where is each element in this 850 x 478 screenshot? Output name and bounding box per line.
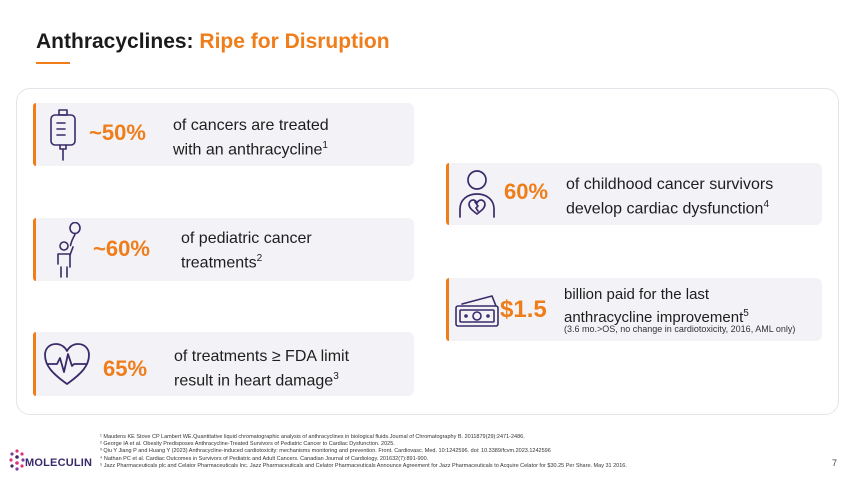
stat-text: of cancers are treated with an anthracyc… [173,117,329,159]
title-underline [36,62,70,64]
stat-value: ~60% [93,236,150,261]
stat-text: of pediatric cancer treatments2 [181,230,312,272]
page-number: 7 [832,458,838,468]
title-main: Anthracyclines: [36,30,194,53]
footnotes: ¹ Maudens KE Stove CP Lambert WE.Quantit… [100,434,627,470]
stat-card-billion: $1.5 billion paid for the last anthracyc… [446,278,822,341]
stat-text: of childhood cancer survivors develop ca… [566,176,774,218]
card-accent-bar [446,278,449,341]
stat-note: (3.6 mo.>OS, no change in cardiotoxicity… [564,324,796,334]
stat-card-survivors: 60% of childhood cancer survivors develo… [446,163,822,225]
stat-text: billion paid for the last anthracycline … [564,286,749,326]
person-heart-icon [459,170,495,218]
child-balloon-icon [57,222,81,278]
iv-bag-icon [50,109,76,161]
footnote: ³ Qiu Y Jiang P and Huang Y (2023) Anthr… [100,448,551,455]
stat-card-heart-damage: 65% of treatments ≥ FDA limit result in … [33,332,414,396]
title-accent: Ripe for Disruption [199,30,390,53]
footnote: ⁴ Nathan PC et al. Cardiac Outcomes in S… [100,455,429,462]
stat-value: $1.5 [500,296,547,323]
moleculin-logo-icon [9,449,25,471]
footnote: ⁵ Jazz Pharmaceuticals plc and Celator P… [100,462,627,469]
footnote: ¹ Maudens KE Stove CP Lambert WE.Quantit… [100,434,525,440]
footnote: ² George IA et al. Obesity Predisposes A… [100,441,395,448]
logo-text: MOLECULIN [25,457,93,469]
stat-text: of treatments ≥ FDA limit result in hear… [174,348,350,390]
card-accent-bar [33,218,36,281]
money-icon [455,295,499,327]
stat-card-pediatric: ~60% of pediatric cancer treatments2 [33,218,414,281]
card-accent-bar [33,103,36,166]
stat-value: ~50% [89,120,146,145]
stat-value: 60% [504,179,549,204]
stat-card-cancers: ~50% of cancers are treated with an anth… [33,103,414,166]
card-accent-bar [33,332,36,396]
heart-rate-icon [44,343,90,385]
card-accent-bar [446,163,449,225]
stat-value: 65% [103,356,148,381]
page-title: Anthracyclines: Ripe for Disruption [36,30,390,54]
